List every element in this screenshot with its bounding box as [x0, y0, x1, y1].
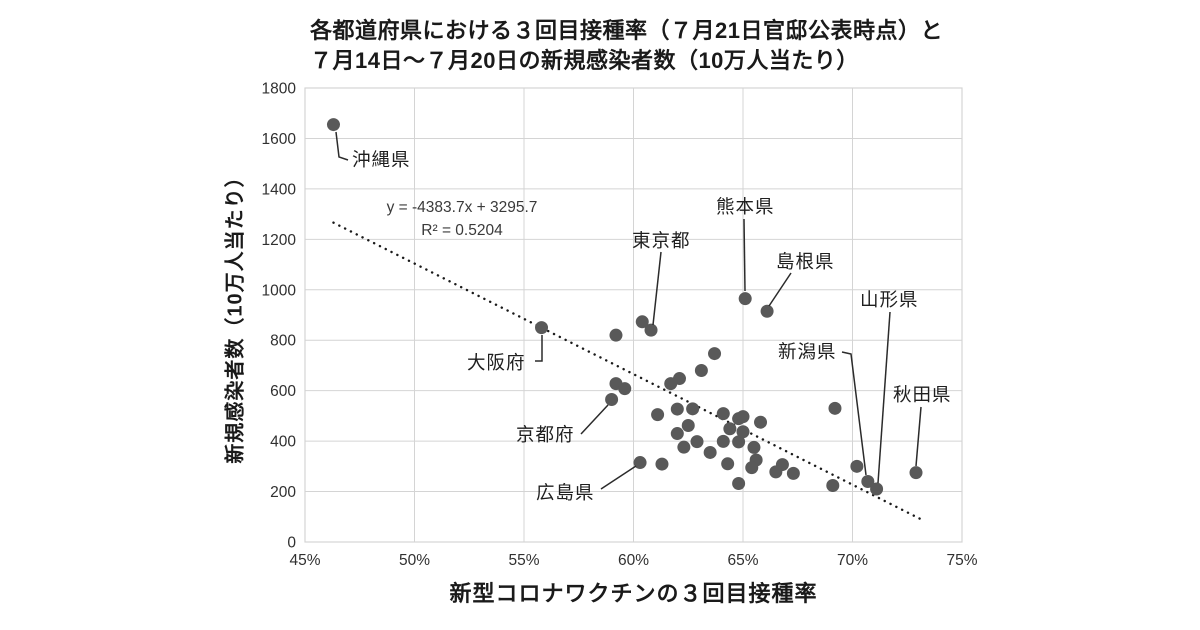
data-point [670, 427, 684, 441]
data-point [703, 445, 717, 459]
data-point [732, 476, 746, 490]
data-point-大阪府 [535, 321, 549, 335]
data-point [754, 415, 768, 429]
plot-border [304, 87, 963, 543]
data-point [745, 461, 759, 475]
annotation-label-kumamoto: 熊本県 [716, 196, 775, 217]
trendline [332, 221, 922, 521]
data-point [651, 408, 665, 422]
data-point-京都府 [605, 392, 619, 406]
y-tick-label: 1400 [262, 181, 297, 198]
data-point [850, 459, 864, 473]
y-tick-label: 1800 [262, 81, 297, 98]
data-point-秋田県 [909, 466, 923, 480]
data-point [769, 465, 783, 479]
data-point [681, 418, 695, 432]
data-point [736, 425, 750, 439]
x-tick-label: 60% [618, 552, 649, 569]
annotation-label-osaka: 大阪府 [467, 352, 526, 373]
annotation-label-okinawa: 沖縄県 [352, 149, 411, 170]
data-point-熊本県 [738, 292, 752, 306]
data-point-東京都 [644, 323, 658, 337]
data-point [635, 315, 649, 329]
data-point [723, 422, 737, 436]
chart-title: 各都道府県における３回目接種率（７月21日官邸公表時点）と ７月14日～７月20… [310, 16, 943, 76]
data-point-新潟県 [861, 474, 875, 488]
annotation-line-okinawa [335, 131, 349, 161]
y-tick-label: 1600 [262, 131, 297, 148]
annotation-label-akita: 秋田県 [893, 384, 952, 405]
data-point-沖縄県 [326, 118, 340, 132]
data-point [618, 382, 632, 396]
y-tick-label: 1000 [262, 282, 297, 299]
y-axis-title: 新規感染者数（10万人当たり） [224, 166, 247, 464]
x-axis-title: 新型コロナワクチンの３回目接種率 [449, 581, 818, 606]
data-point [826, 479, 840, 493]
data-point-山形県 [870, 482, 884, 496]
data-point [694, 363, 708, 377]
data-point [828, 401, 842, 415]
chart-title-line2: ７月14日～７月20日の新規感染者数（10万人当たり） [310, 48, 859, 73]
trendline-equation: y = -4383.7x + 3295.7 R² = 0.5204 [352, 196, 572, 242]
annotation-label-niigata: 新潟県 [778, 341, 837, 362]
data-point [664, 377, 678, 391]
y-tick-label: 800 [270, 333, 296, 350]
trendline-r-squared: R² = 0.5204 [421, 222, 503, 239]
y-tick-label: 0 [287, 535, 296, 552]
x-tick-label: 70% [837, 552, 868, 569]
trendline-formula: y = -4383.7x + 3295.7 [386, 199, 538, 216]
data-point [690, 435, 704, 449]
annotation-label-tokyo: 東京都 [632, 230, 691, 251]
x-tick-label: 45% [289, 552, 320, 569]
annotation-line-niigata [841, 351, 867, 476]
annotation-line-akita [915, 406, 922, 467]
y-tick-label: 600 [270, 383, 296, 400]
data-point [686, 402, 700, 416]
annotation-line-shimane [768, 272, 792, 307]
annotation-label-shimane: 島根県 [776, 251, 835, 272]
data-point [708, 347, 722, 361]
data-point [670, 402, 684, 416]
annotation-line-yamagata [877, 311, 891, 484]
data-point [716, 407, 730, 421]
x-tick-label: 75% [946, 552, 977, 569]
data-point [677, 440, 691, 454]
annotation-line-kumamoto [743, 218, 746, 292]
data-point [655, 457, 669, 471]
annotation-line-osaka [535, 335, 543, 362]
y-tick-label: 1200 [262, 232, 297, 249]
data-point-島根県 [760, 304, 774, 318]
data-point [736, 410, 750, 424]
annotation-label-hiroshima: 広島県 [536, 482, 595, 503]
data-point [786, 466, 800, 480]
annotation-line-kyoto [580, 404, 609, 435]
data-point [721, 457, 735, 471]
chart-title-line1: 各都道府県における３回目接種率（７月21日官邸公表時点）と [310, 18, 943, 43]
x-tick-label: 65% [727, 552, 758, 569]
data-point [732, 435, 746, 449]
data-point-広島県 [633, 456, 647, 470]
y-tick-label: 200 [270, 484, 296, 501]
annotation-label-kyoto: 京都府 [516, 424, 575, 445]
annotation-label-yamagata: 山形県 [860, 289, 919, 310]
x-tick-label: 50% [399, 552, 430, 569]
data-point [609, 328, 623, 342]
x-tick-label: 55% [508, 552, 539, 569]
data-point [747, 440, 761, 454]
annotation-line-hiroshima [600, 465, 637, 490]
data-point [716, 434, 730, 448]
y-tick-label: 400 [270, 434, 296, 451]
annotation-line-tokyo [652, 251, 662, 326]
